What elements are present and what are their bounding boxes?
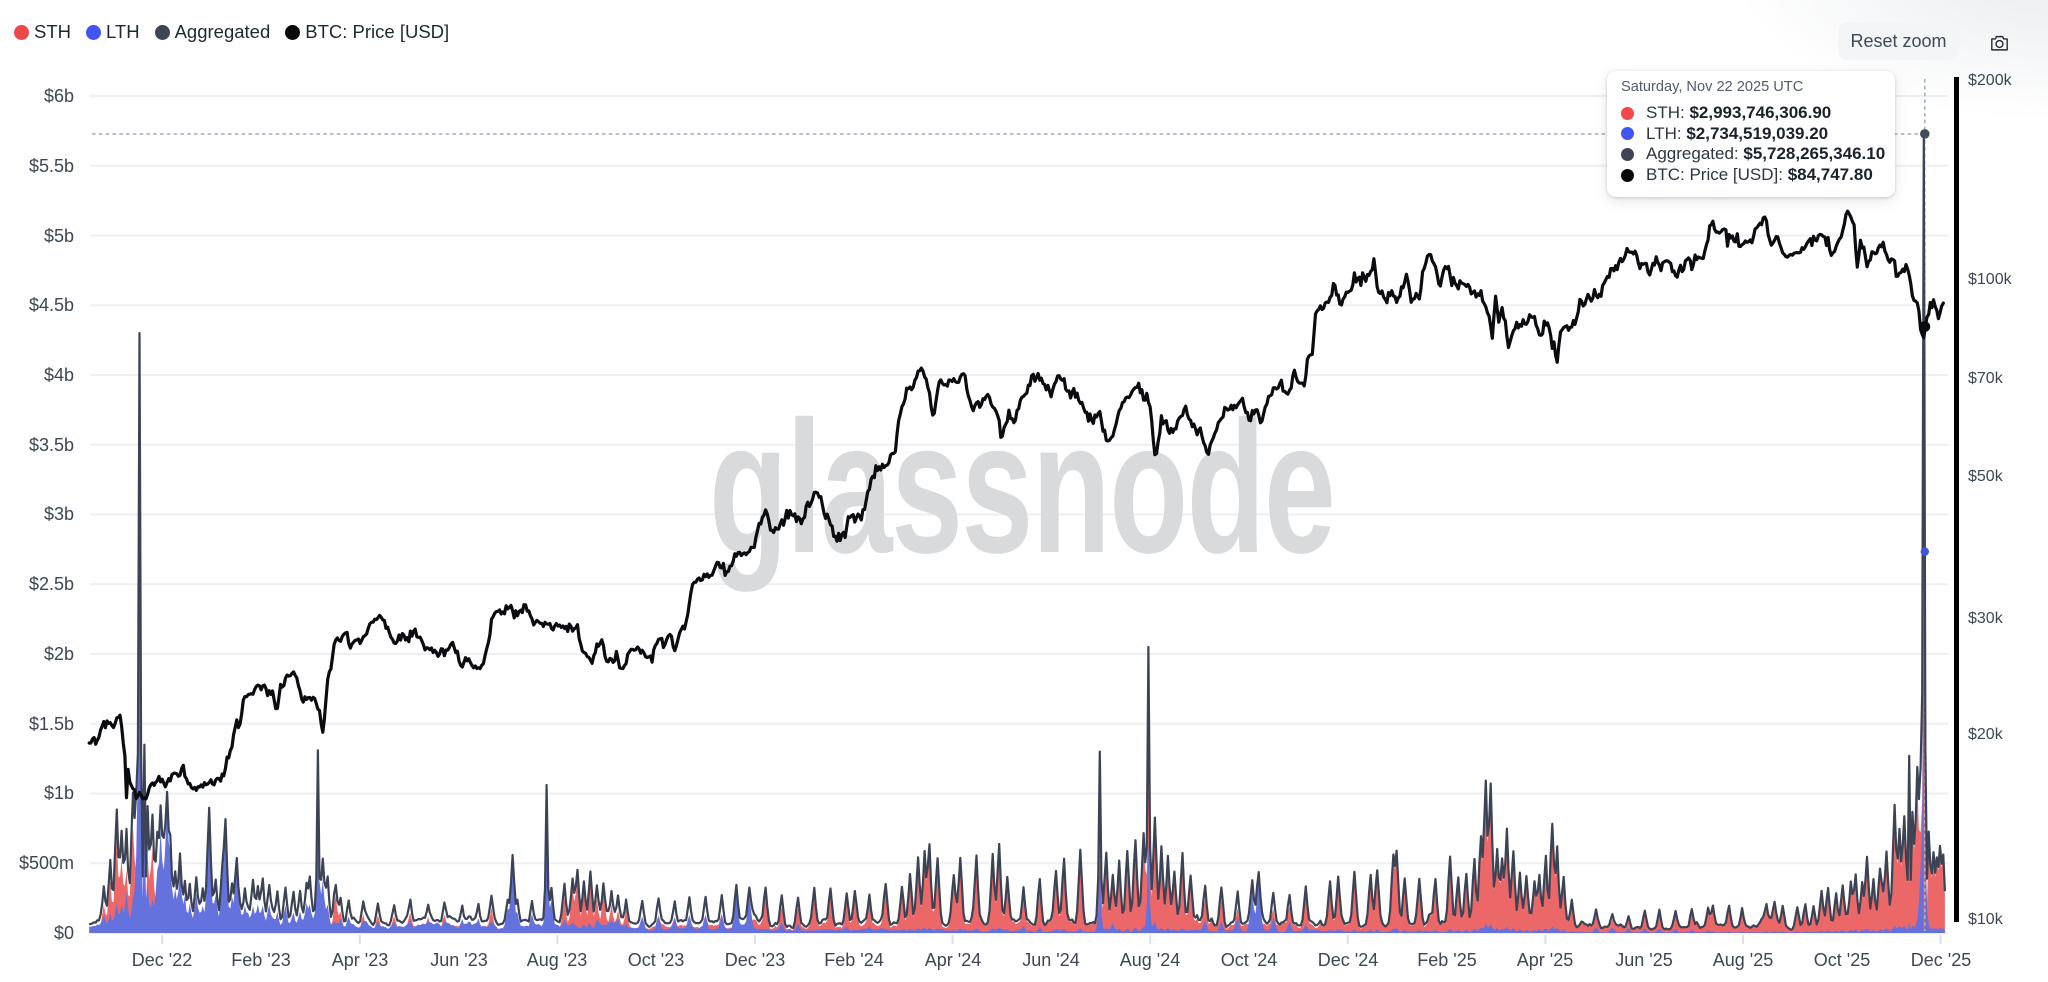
svg-text:glassnode: glassnode xyxy=(709,383,1334,593)
